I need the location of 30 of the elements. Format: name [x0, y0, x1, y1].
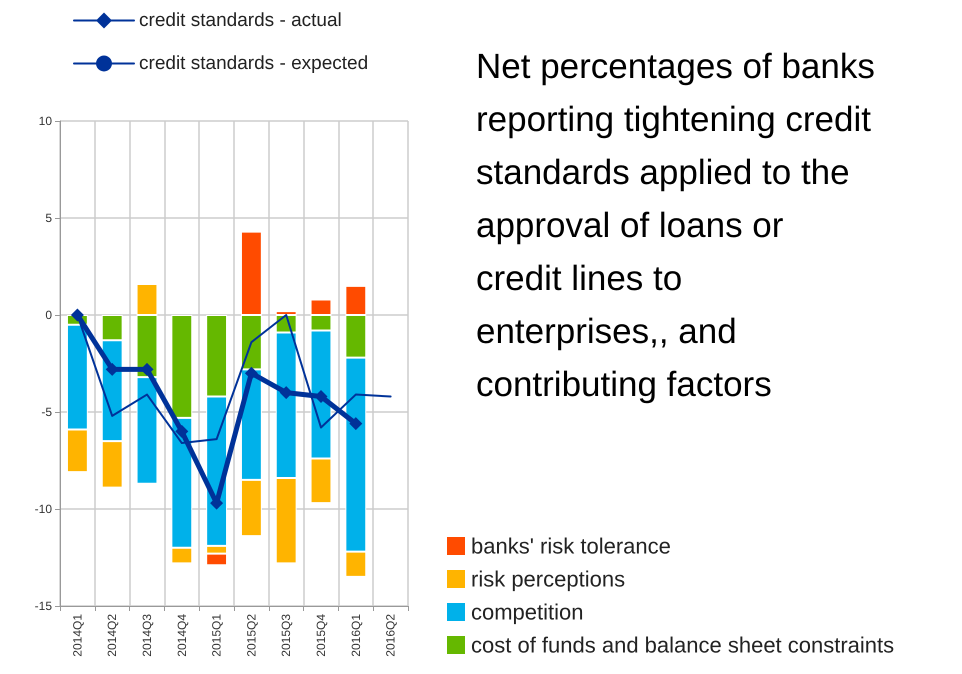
x-tick-label: 2015Q3: [279, 614, 294, 657]
point: [175, 424, 188, 438]
point: [244, 366, 258, 380]
y-tick-label: -10: [34, 502, 52, 516]
y-tick-label: 10: [38, 114, 52, 128]
point: [70, 308, 84, 322]
y-tick-label: -15: [34, 599, 52, 613]
x-tick-label: 2014Q1: [70, 614, 84, 657]
point: [314, 390, 328, 403]
point: [140, 362, 154, 376]
x-tick-label: 2014Q4: [174, 614, 189, 657]
y-tick-label: -5: [41, 405, 52, 419]
x-tick-label: 2016Q1: [348, 614, 363, 657]
text: Net percentages of banks reporting tightening credit standards applied to the approval of loans or credit lines to enterprises,, and contributing factors: [476, 46, 876, 406]
x-tick-label: 2016Q2: [384, 614, 398, 657]
legend-label: risk perceptions: [471, 566, 626, 592]
legend-label: competition: [471, 600, 584, 624]
legend-label: cost of funds and balance sheet constraints: [471, 632, 894, 658]
legend-label: banks' risk tolerance: [471, 534, 671, 558]
legend-label: credit standards - actual: [139, 10, 342, 31]
x-tick-label: 2014Q3: [140, 614, 154, 657]
y-tick-label: 5: [45, 211, 52, 225]
x-tick-label: 2015Q4: [314, 614, 328, 657]
point: [280, 386, 293, 400]
legend-label: credit standards - expected: [139, 53, 368, 74]
x-tick-label: 2015Q2: [244, 614, 258, 657]
point: [349, 417, 362, 430]
y-tick-label: 0: [45, 308, 52, 322]
x-tick-label: 2015Q1: [210, 614, 224, 657]
x-tick-label: 2014Q2: [105, 614, 120, 657]
